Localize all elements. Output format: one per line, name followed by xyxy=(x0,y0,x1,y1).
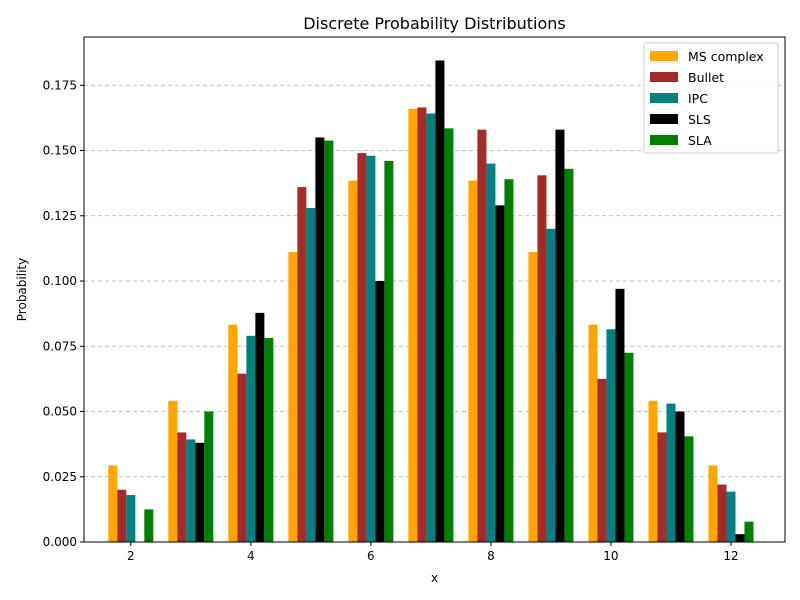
bar-ms-complex-x7 xyxy=(408,108,418,543)
legend-swatch-ipc xyxy=(650,93,678,103)
y-tick-label: 0.100 xyxy=(43,274,77,288)
bar-sla-x9 xyxy=(564,168,574,542)
bar-ipc-x5 xyxy=(306,207,316,542)
bar-ms-complex-x3 xyxy=(168,400,178,542)
bar-sls-x8 xyxy=(495,205,505,543)
x-tick-label: 8 xyxy=(487,549,495,563)
bar-ms-complex-x11 xyxy=(648,400,658,542)
bar-sls-x11 xyxy=(675,411,685,542)
bar-ms-complex-x5 xyxy=(288,252,298,542)
bar-bullet-x11 xyxy=(657,432,667,542)
x-axis-label: x xyxy=(431,571,438,585)
bar-ms-complex-x12 xyxy=(708,465,718,542)
plot-frame xyxy=(83,36,786,543)
bar-bullet-x6 xyxy=(357,153,367,542)
bar-bullet-x7 xyxy=(417,107,427,542)
bar-ipc-x6 xyxy=(366,155,376,542)
bar-ms-complex-x6 xyxy=(348,180,358,543)
legend: MS complex Bullet IPC SLS SLA xyxy=(643,42,779,154)
legend-swatch-ms-complex xyxy=(650,51,678,61)
bar-sla-x12 xyxy=(744,521,754,542)
bar-sls-x10 xyxy=(615,288,625,542)
bar-sla-x4 xyxy=(264,337,274,542)
bar-sls-x6 xyxy=(375,281,385,542)
y-axis-label: Probability xyxy=(15,258,29,321)
bars xyxy=(108,60,754,543)
bar-ipc-x12 xyxy=(726,491,736,542)
bar-bullet-x2 xyxy=(117,489,127,542)
bar-sla-x7 xyxy=(444,128,454,542)
bar-sls-x12 xyxy=(735,534,745,542)
chart-title: Discrete Probability Distributions xyxy=(303,14,566,33)
bar-ms-complex-x9 xyxy=(528,252,538,542)
bar-sla-x6 xyxy=(384,160,394,542)
bar-bullet-x9 xyxy=(537,175,547,542)
x-tick-label: 4 xyxy=(247,549,255,563)
x-tick-label: 10 xyxy=(603,549,618,563)
bar-ipc-x9 xyxy=(546,228,556,542)
bar-ipc-x11 xyxy=(666,403,676,542)
legend-box xyxy=(643,42,779,154)
legend-label-ipc: IPC xyxy=(688,91,708,106)
x-tick-label: 2 xyxy=(127,549,135,563)
bar-ms-complex-x10 xyxy=(588,324,598,542)
bar-ipc-x10 xyxy=(606,329,616,542)
bar-sls-x4 xyxy=(255,312,265,542)
axis-ticks: 0.000 0.025 0.050 0.075 0.100 0.125 0.150 0.175… xyxy=(43,78,739,563)
legend-swatch-bullet xyxy=(650,72,678,82)
bar-ipc-x4 xyxy=(246,335,256,542)
bar-bullet-x8 xyxy=(477,129,487,543)
legend-label-bullet: Bullet xyxy=(688,70,724,85)
bar-sla-x2 xyxy=(144,509,154,542)
legend-label-sla: SLA xyxy=(688,133,712,148)
bar-sla-x11 xyxy=(684,436,694,542)
bar-sls-x7 xyxy=(435,60,445,542)
y-tick-label: 0.075 xyxy=(43,339,77,353)
bar-bullet-x3 xyxy=(177,432,187,542)
bar-ipc-x7 xyxy=(426,113,436,542)
bar-bullet-x5 xyxy=(297,187,307,542)
bar-ms-complex-x8 xyxy=(468,180,478,543)
bar-bullet-x12 xyxy=(717,484,727,542)
y-tick-label: 0.000 xyxy=(43,535,77,549)
legend-swatch-sla xyxy=(650,135,678,145)
bar-sla-x8 xyxy=(504,179,514,542)
bar-bullet-x4 xyxy=(237,373,247,542)
bar-sla-x10 xyxy=(624,352,634,542)
bar-ipc-x2 xyxy=(126,495,136,542)
bar-sla-x5 xyxy=(324,140,334,543)
bar-ms-complex-x2 xyxy=(108,465,118,542)
bar-ipc-x8 xyxy=(486,163,496,542)
bar-sls-x9 xyxy=(555,129,565,543)
bar-sls-x5 xyxy=(315,137,325,543)
bar-sla-x3 xyxy=(204,411,214,542)
legend-label-sls: SLS xyxy=(688,112,711,127)
y-tick-label: 0.050 xyxy=(43,405,77,419)
legend-label-ms-complex: MS complex xyxy=(688,49,764,64)
y-tick-label: 0.025 xyxy=(43,470,77,484)
x-tick-label: 6 xyxy=(367,549,375,563)
y-tick-label: 0.175 xyxy=(43,78,77,92)
bar-sls-x3 xyxy=(195,442,205,542)
y-tick-label: 0.125 xyxy=(43,209,77,223)
bar-bullet-x10 xyxy=(597,378,607,542)
x-tick-label: 12 xyxy=(723,549,738,563)
bar-ms-complex-x4 xyxy=(228,324,238,542)
legend-swatch-sls xyxy=(650,114,678,124)
bar-ipc-x3 xyxy=(186,439,196,542)
y-tick-label: 0.150 xyxy=(43,144,77,158)
